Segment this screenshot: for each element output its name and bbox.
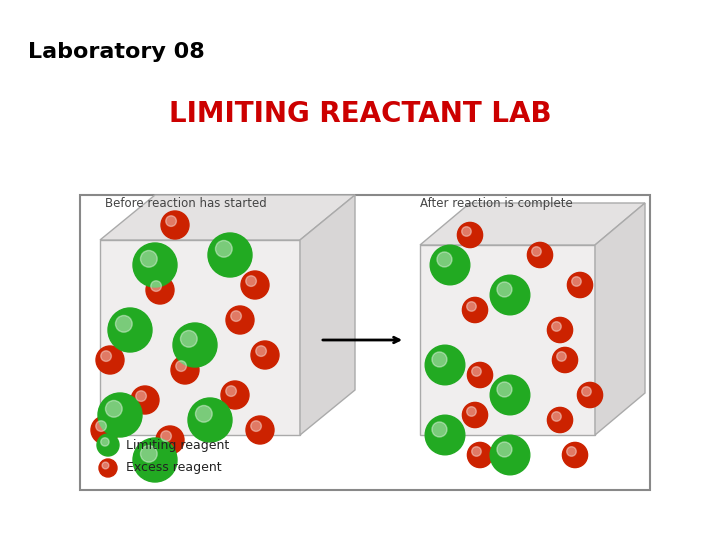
Polygon shape — [420, 203, 645, 245]
Circle shape — [527, 242, 553, 268]
Circle shape — [431, 245, 470, 285]
Circle shape — [226, 306, 254, 334]
Circle shape — [140, 446, 157, 462]
Circle shape — [457, 222, 482, 248]
Circle shape — [241, 271, 269, 299]
Polygon shape — [420, 245, 595, 435]
Text: Before reaction has started: Before reaction has started — [105, 197, 266, 210]
Text: After reaction is complete: After reaction is complete — [420, 197, 572, 210]
Circle shape — [98, 393, 142, 437]
Circle shape — [173, 323, 217, 367]
Circle shape — [146, 276, 174, 304]
Circle shape — [552, 322, 562, 331]
Circle shape — [150, 281, 161, 292]
Circle shape — [140, 251, 157, 267]
Circle shape — [251, 341, 279, 369]
Circle shape — [101, 438, 109, 446]
Polygon shape — [300, 195, 355, 435]
Circle shape — [582, 387, 591, 396]
Circle shape — [547, 407, 572, 433]
Circle shape — [567, 272, 593, 298]
Circle shape — [462, 402, 487, 428]
Circle shape — [432, 352, 447, 367]
Circle shape — [131, 386, 159, 414]
Circle shape — [176, 361, 186, 372]
Circle shape — [462, 298, 487, 322]
Circle shape — [467, 362, 492, 388]
Circle shape — [572, 276, 581, 286]
Circle shape — [497, 282, 512, 297]
Circle shape — [246, 276, 256, 286]
Circle shape — [467, 302, 476, 311]
Circle shape — [497, 382, 512, 397]
Circle shape — [472, 367, 481, 376]
Circle shape — [467, 442, 492, 468]
Circle shape — [96, 421, 107, 431]
Circle shape — [171, 356, 199, 384]
Text: Excess reagent: Excess reagent — [126, 462, 222, 475]
Circle shape — [552, 411, 562, 421]
Polygon shape — [100, 195, 355, 240]
Circle shape — [156, 426, 184, 454]
Circle shape — [91, 416, 119, 444]
Circle shape — [490, 435, 530, 475]
Circle shape — [136, 391, 146, 401]
Circle shape — [226, 386, 236, 396]
Circle shape — [426, 415, 465, 455]
Circle shape — [552, 347, 577, 373]
Circle shape — [133, 438, 177, 482]
Circle shape — [133, 243, 177, 287]
Circle shape — [256, 346, 266, 356]
Circle shape — [102, 462, 109, 469]
Circle shape — [490, 375, 530, 415]
Circle shape — [181, 330, 197, 347]
Text: Laboratory 08: Laboratory 08 — [28, 42, 204, 62]
Circle shape — [497, 442, 512, 457]
Circle shape — [215, 240, 232, 257]
Circle shape — [562, 442, 588, 468]
Circle shape — [108, 308, 152, 352]
Circle shape — [166, 216, 176, 226]
Polygon shape — [595, 203, 645, 435]
Circle shape — [462, 227, 472, 237]
Circle shape — [246, 416, 274, 444]
Circle shape — [96, 346, 124, 374]
Circle shape — [472, 447, 481, 456]
Circle shape — [437, 252, 452, 267]
Circle shape — [531, 247, 541, 256]
Circle shape — [490, 275, 530, 315]
Circle shape — [106, 401, 122, 417]
Circle shape — [208, 233, 252, 277]
Circle shape — [467, 407, 476, 416]
Circle shape — [97, 434, 119, 456]
Circle shape — [567, 447, 576, 456]
Circle shape — [577, 382, 603, 408]
Circle shape — [231, 310, 241, 321]
Circle shape — [188, 398, 232, 442]
Bar — [80, 195, 650, 490]
Text: Limiting reagent: Limiting reagent — [126, 438, 229, 451]
Circle shape — [432, 422, 447, 437]
Circle shape — [101, 351, 112, 361]
Circle shape — [557, 352, 566, 361]
Text: LIMITING REACTANT LAB: LIMITING REACTANT LAB — [168, 100, 552, 128]
Circle shape — [426, 345, 465, 385]
Circle shape — [161, 431, 171, 441]
Circle shape — [251, 421, 261, 431]
Polygon shape — [100, 240, 300, 435]
Circle shape — [547, 318, 572, 342]
Circle shape — [196, 406, 212, 422]
Circle shape — [99, 459, 117, 477]
Circle shape — [221, 381, 249, 409]
Circle shape — [115, 315, 132, 332]
Circle shape — [161, 211, 189, 239]
